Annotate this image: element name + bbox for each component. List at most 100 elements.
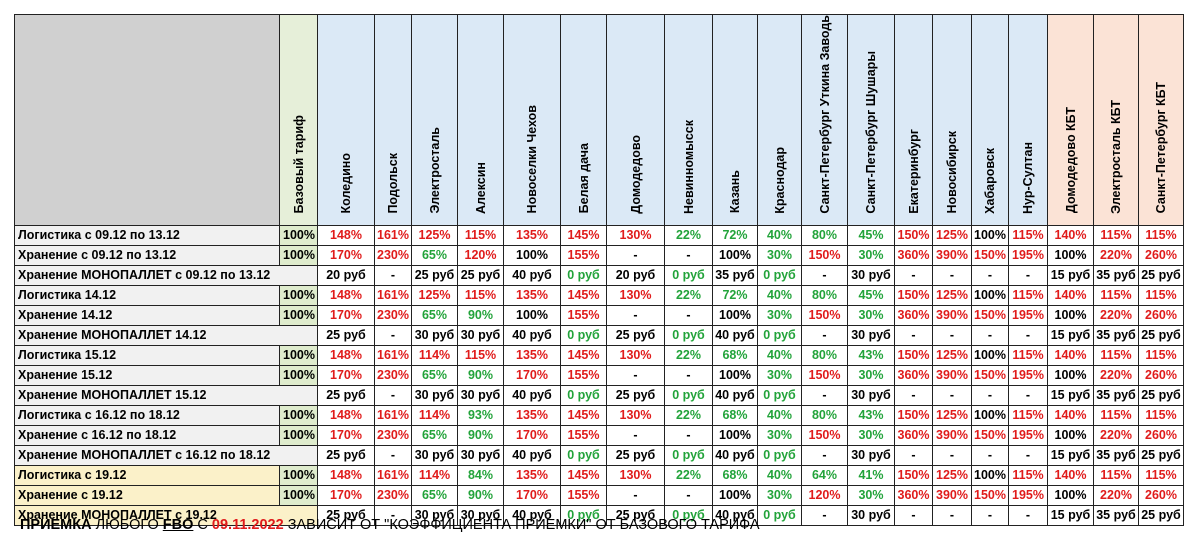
- column-header: Санкт-Петербург Шушары: [847, 14, 895, 226]
- table-cell: 30%: [847, 364, 895, 386]
- column-header: Алексин: [457, 14, 504, 226]
- table-cell: 25 руб: [1138, 324, 1184, 346]
- table-cell: 0 руб: [560, 264, 607, 286]
- table-row: Хранение с 09.12 по 13.12 100% 170% 230% 65%…: [14, 244, 1184, 266]
- table-cell: 114%: [411, 404, 458, 426]
- table-cell: 100%: [712, 364, 758, 386]
- table-cell: 100%: [971, 224, 1009, 246]
- column-header: Екатеринбург: [894, 14, 933, 226]
- table-cell: 120%: [801, 484, 848, 506]
- table-cell: 130%: [606, 464, 665, 486]
- table-cell: 40 руб: [712, 504, 758, 526]
- table-cell: 115%: [1093, 344, 1139, 366]
- table-cell: 148%: [317, 224, 375, 246]
- table-cell: 115%: [457, 224, 504, 246]
- table-cell: 100%: [971, 344, 1009, 366]
- table-cell: 130%: [606, 224, 665, 246]
- table-cell: 30%: [757, 304, 802, 326]
- table-cell: 30 руб: [457, 384, 504, 406]
- table-cell: -: [801, 504, 848, 526]
- table-row: Логистика с 09.12 по 13.12 100% 148% 161% 12…: [14, 224, 1184, 246]
- table-row: Хранение 14.12 100% 170% 230% 65% 90% 100% 155%…: [14, 304, 1184, 326]
- table-cell: 80%: [801, 344, 848, 366]
- table-cell: -: [606, 244, 665, 266]
- table-cell: 115%: [1093, 284, 1139, 306]
- table-cell: 230%: [374, 304, 412, 326]
- row-label: Хранение с 16.12 по 18.12: [14, 424, 280, 446]
- footer-text: ЗАВИСИТ ОТ "КОЭФФИЦИЕНТА ПРИЕМКИ" ОТ БАЗ…: [283, 517, 760, 533]
- table-cell: 30 руб: [457, 324, 504, 346]
- table-cell: 145%: [560, 464, 607, 486]
- table-cell: -: [1008, 324, 1048, 346]
- table-cell: 150%: [894, 404, 933, 426]
- row-label: Логистика 14.12: [14, 284, 280, 306]
- table-cell: 115%: [1138, 344, 1184, 366]
- table-cell: 125%: [932, 284, 972, 306]
- table-cell: 135%: [503, 404, 561, 426]
- table-cell: 0 руб: [757, 264, 802, 286]
- table-cell: 100%: [503, 244, 561, 266]
- table-cell: 15 руб: [1047, 384, 1094, 406]
- base-tariff-cell: 100%: [279, 364, 318, 386]
- table-cell: -: [971, 324, 1009, 346]
- table-cell: 35 руб: [1093, 324, 1139, 346]
- table-cell: -: [374, 264, 412, 286]
- table-cell: 30 руб: [457, 504, 504, 526]
- table-cell: 150%: [894, 224, 933, 246]
- table-cell: -: [932, 384, 972, 406]
- table-cell: -: [664, 244, 713, 266]
- column-header: Санкт-Петербург КБТ: [1138, 14, 1184, 226]
- table-cell: -: [932, 264, 972, 286]
- table-cell: 30 руб: [411, 324, 458, 346]
- table-cell: 100%: [503, 304, 561, 326]
- table-cell: 30 руб: [457, 444, 504, 466]
- table-cell: 25 руб: [606, 384, 665, 406]
- row-label: Хранение 14.12: [14, 304, 280, 326]
- table-row: Хранение 15.12 100% 170% 230% 65% 90% 170% 155%…: [14, 364, 1184, 386]
- table-cell: 360%: [894, 484, 933, 506]
- table-cell: 40 руб: [503, 384, 561, 406]
- table-cell: 115%: [1138, 284, 1184, 306]
- table-cell: 30 руб: [847, 504, 895, 526]
- table-cell: 90%: [457, 304, 504, 326]
- table-cell: 120%: [457, 244, 504, 266]
- column-header: Новосибирск: [932, 14, 972, 226]
- column-header: Невинномысск: [664, 14, 713, 226]
- table-cell: 170%: [503, 484, 561, 506]
- table-cell: 100%: [971, 464, 1009, 486]
- table-cell: 30 руб: [847, 384, 895, 406]
- table-cell: 145%: [560, 344, 607, 366]
- row-label: Логистика с 09.12 по 13.12: [14, 224, 280, 246]
- table-cell: 170%: [317, 304, 375, 326]
- table-row: Логистика с 19.12 100% 148% 161% 114% 84% 135%…: [14, 464, 1184, 486]
- row-label: Хранение 15.12: [14, 364, 280, 386]
- table-cell: 150%: [971, 424, 1009, 446]
- table-cell: 148%: [317, 464, 375, 486]
- table-cell: 170%: [317, 484, 375, 506]
- table-cell: 40%: [757, 284, 802, 306]
- column-header: Хабаровск: [971, 14, 1009, 226]
- table-cell: 115%: [1093, 404, 1139, 426]
- table-cell: 161%: [374, 344, 412, 366]
- table-cell: 15 руб: [1047, 504, 1094, 526]
- corner-cell: [14, 14, 280, 226]
- table-cell: 360%: [894, 244, 933, 266]
- table-cell: 68%: [712, 464, 758, 486]
- table-row: Хранение МОНОПАЛЛЕТ 15.12 25 руб -30 руб 30…: [14, 384, 1184, 406]
- base-tariff-cell: 100%: [279, 224, 318, 246]
- row-label: Хранение МОНОПАЛЛЕТ с 09.12 по 13.12: [14, 264, 318, 286]
- table-cell: 150%: [971, 364, 1009, 386]
- table-cell: 140%: [1047, 344, 1094, 366]
- table-cell: -: [971, 444, 1009, 466]
- table-cell: 25 руб: [457, 264, 504, 286]
- table-cell: 150%: [801, 304, 848, 326]
- table-cell: 220%: [1093, 304, 1139, 326]
- table-cell: -: [932, 504, 972, 526]
- table-cell: -: [374, 324, 412, 346]
- table-cell: 30%: [757, 484, 802, 506]
- base-tariff-cell: 100%: [279, 304, 318, 326]
- table-cell: 114%: [411, 344, 458, 366]
- base-tariff-cell: 100%: [279, 404, 318, 426]
- table-cell: -: [664, 304, 713, 326]
- table-cell: -: [932, 444, 972, 466]
